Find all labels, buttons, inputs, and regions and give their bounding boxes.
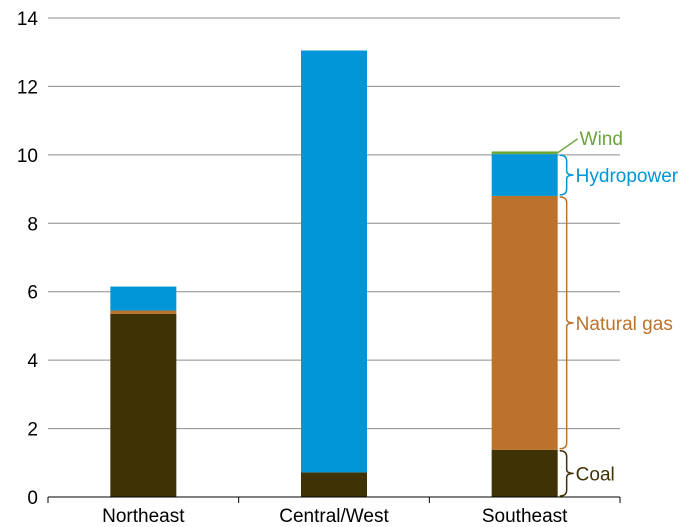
bar-wind-southeast [491,151,558,155]
axes [47,496,621,503]
wind-leader-line [557,138,579,154]
bar-hydropower-northeast [110,286,177,311]
natural-gas-annotation-label: Natural gas [576,314,673,335]
y-tick-label: 0 [27,488,38,509]
y-tick-label: 2 [27,420,38,441]
y-tick-label: 14 [17,9,39,30]
bar-natural-gas-northeast [110,310,177,314]
y-tick-label: 4 [27,351,38,372]
y-tick-label: 12 [17,77,38,98]
wind-annotation-label: Wind [580,129,623,150]
coal-annotation-label: Coal [576,464,615,485]
bar-coal-central-west [301,472,367,497]
y-tick-label: 10 [17,146,38,167]
bar-coal-northeast [110,313,177,497]
bar-hydropower-central-west [301,50,367,473]
hydropower-brace [559,154,574,196]
x-tick-label: Northeast [102,506,185,527]
bar-hydropower-southeast [491,154,558,196]
y-tick-label: 6 [27,283,38,304]
hydropower-annotation-label: Hydropower [576,166,679,187]
bar-coal-southeast [491,449,558,497]
coal-brace [559,450,574,497]
bars [110,50,558,497]
y-tick-label: 8 [27,214,38,235]
y-tick-labels: 0 2 4 6 8 10 12 14 [17,9,39,509]
x-tick-labels: Northeast Central/West Southeast [102,506,568,527]
annotations: Wind Hydropower Natural gas Coal [557,129,679,497]
x-tick-label: Central/West [279,506,389,527]
bar-natural-gas-southeast [491,195,558,450]
x-tick-label: Southeast [482,506,568,527]
natural-gas-brace [559,196,574,450]
